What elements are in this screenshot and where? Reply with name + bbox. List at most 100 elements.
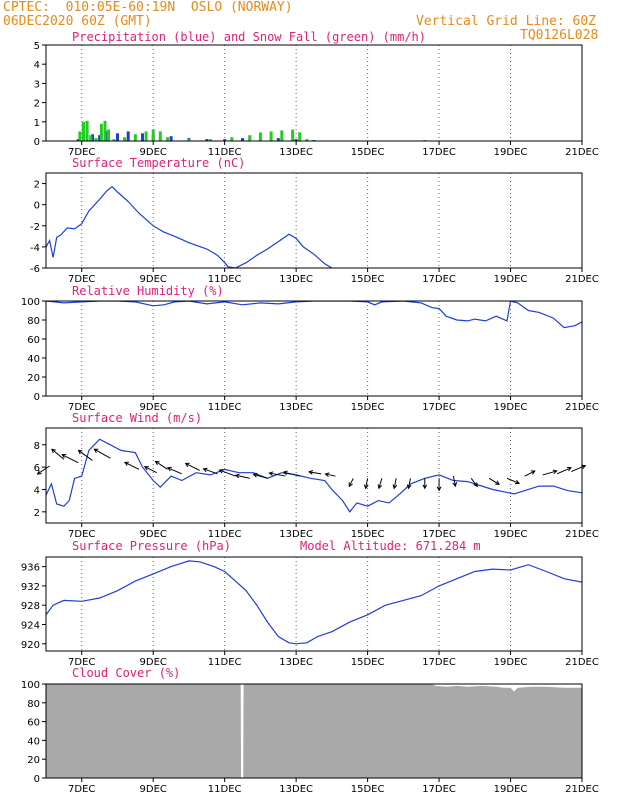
cloud-x-tick-label: 7DEC <box>68 784 95 795</box>
humidity-x-tick-label: 19DEC <box>494 402 528 413</box>
wind-arrow-head <box>473 482 478 488</box>
cloud-x-tick-label: 9DEC <box>140 784 167 795</box>
precip-bar <box>105 131 109 141</box>
wind-arrow-shaft <box>124 461 140 470</box>
wind-arrow-shaft <box>365 478 369 489</box>
cloud-y-tick-label: 100 <box>21 680 40 691</box>
precip-bar <box>141 133 144 141</box>
wind-arrow-shaft <box>348 478 354 487</box>
wind-arrow-shaft <box>144 466 157 474</box>
pressure-x-tick-label: 15DEC <box>351 657 385 668</box>
temperature-x-tick-label: 11DEC <box>208 274 242 285</box>
pressure-x-tick-label: 19DEC <box>494 657 528 668</box>
humidity-y-tick-label: 60 <box>27 335 40 346</box>
precip-y-tick-label: 5 <box>34 41 40 52</box>
precip-x-tick-label: 13DEC <box>279 147 313 158</box>
humidity-x-tick-label: 11DEC <box>208 402 242 413</box>
precip-bar <box>99 123 103 141</box>
humidity-frame <box>45 300 583 397</box>
wind-arrow-shaft <box>524 470 536 477</box>
cloud-y-tick-label: 0 <box>34 774 40 785</box>
wind-arrow-shaft <box>61 454 79 464</box>
temperature-x-tick-label: 21DEC <box>565 274 599 285</box>
wind-arrow-head <box>36 470 42 475</box>
precip-bar <box>166 137 169 141</box>
pressure-x-tick-label: 11DEC <box>208 657 242 668</box>
precip-x-tick-label: 21DEC <box>565 147 599 158</box>
humidity-y-tick-label: 20 <box>27 373 40 384</box>
wind-arrow-head <box>123 461 129 466</box>
wind-arrow-head <box>218 469 224 474</box>
humidity-x-tick-label: 21DEC <box>565 402 599 413</box>
wind-y-tick-label: 6 <box>34 463 40 474</box>
wind-arrow-shaft <box>452 475 456 487</box>
wind-y-tick-label: 2 <box>34 508 40 519</box>
pressure-y-tick-label: 920 <box>21 640 40 651</box>
wind-arrow-shaft <box>571 465 586 473</box>
cloud-x-tick-label: 11DEC <box>208 784 242 795</box>
precip-bar <box>85 120 89 141</box>
precip-bar <box>107 129 110 141</box>
wind-arrow-shaft <box>51 448 65 460</box>
pressure-x-tick-label: 7DEC <box>68 657 95 668</box>
wind-x-tick-label: 7DEC <box>68 529 95 540</box>
wind-arrow-head <box>143 466 149 471</box>
header-date: 06DEC2020 60Z (GMT) <box>3 14 152 29</box>
wind-arrow-shaft <box>283 471 300 477</box>
model-altitude: Model Altitude: 671.284 m <box>300 539 481 553</box>
wind-arrow-shaft <box>407 478 411 489</box>
pressure-x-tick-label: 13DEC <box>279 657 313 668</box>
precip-bar <box>298 132 302 141</box>
wind-x-tick-label: 15DEC <box>351 529 385 540</box>
temperature-y-tick-label: -2 <box>30 222 40 233</box>
precip-bar <box>280 130 284 141</box>
wind-arrow-head <box>530 470 536 475</box>
precip-bar <box>230 137 234 141</box>
wind-arrow-head <box>77 449 83 455</box>
precip-x-tick-label: 7DEC <box>68 147 95 158</box>
wind-arrow-head <box>552 469 558 475</box>
pressure-y-tick-label: 932 <box>21 582 40 593</box>
precip-bar <box>126 131 130 141</box>
humidity-y-tick-label: 100 <box>21 297 40 308</box>
humidity-line <box>46 301 582 329</box>
wind-arrow-shaft <box>219 469 236 477</box>
wind-arrow-head <box>324 472 330 477</box>
precip-bar <box>133 134 137 141</box>
temperature-x-tick-label: 13DEC <box>279 274 313 285</box>
wind-arrow-head <box>282 470 288 476</box>
wind-arrow-shaft <box>393 478 397 489</box>
temperature-y-tick-label: 0 <box>34 201 40 212</box>
wind-arrow-shaft <box>378 478 383 489</box>
wind-arrow-head <box>268 471 274 476</box>
wind-arrow-head <box>308 470 314 475</box>
precip-bar <box>98 135 102 141</box>
temperature-line <box>46 185 333 268</box>
wind-frame <box>45 427 583 524</box>
precip-bar <box>112 139 116 141</box>
precip-bar <box>116 133 119 141</box>
precip-bar <box>169 136 173 141</box>
precip-x-tick-label: 17DEC <box>422 147 456 158</box>
wind-arrow-shaft <box>506 477 520 484</box>
pressure-x-tick-label: 21DEC <box>565 657 599 668</box>
wind-arrow-head <box>392 484 398 490</box>
wind-arrow-head <box>581 464 587 470</box>
wind-x-tick-label: 11DEC <box>208 529 242 540</box>
wind-line <box>46 438 582 513</box>
precip-bar <box>291 129 295 141</box>
precip-bar <box>89 135 93 141</box>
wind-y-tick-label: 4 <box>34 485 40 496</box>
cloud-area <box>46 684 582 778</box>
precip-bar <box>241 138 244 141</box>
temperature-title: Surface Temperature (nC) <box>72 156 246 170</box>
precip-bar <box>205 139 209 141</box>
pressure-x-tick-label: 9DEC <box>140 657 167 668</box>
temperature-y-tick-label: -4 <box>30 243 40 254</box>
wind-arrow-head <box>184 462 190 468</box>
header-code: TQ0126L028 <box>520 28 599 43</box>
humidity-y-tick-label: 0 <box>34 392 40 403</box>
precip-bar <box>294 139 298 141</box>
humidity-x-tick-label: 7DEC <box>68 402 95 413</box>
precip-bar <box>276 138 280 141</box>
